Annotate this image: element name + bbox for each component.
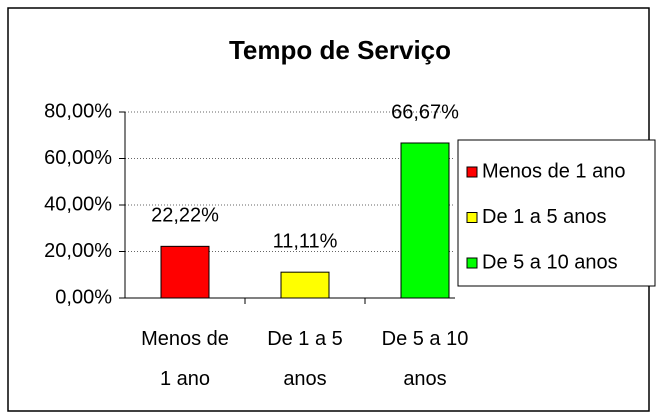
bar bbox=[160, 245, 210, 299]
y-tick-label: 20,00% bbox=[44, 240, 112, 262]
legend-label: De 1 a 5 anos bbox=[482, 206, 607, 228]
y-tick-label: 40,00% bbox=[44, 193, 112, 215]
x-tick-label: De 1 a 5 anos bbox=[267, 328, 343, 390]
legend-box bbox=[457, 139, 656, 287]
chart-title: Tempo de Serviço bbox=[229, 35, 451, 65]
y-tick-label: 60,00% bbox=[44, 147, 112, 169]
value-label: 22,22% bbox=[151, 205, 219, 227]
y-tick-label: 0,00% bbox=[55, 286, 112, 308]
bar bbox=[400, 142, 450, 299]
bar bbox=[280, 271, 330, 299]
legend-swatch bbox=[466, 257, 478, 269]
legend-swatch bbox=[466, 212, 478, 223]
value-label: 66,67% bbox=[391, 101, 459, 123]
legend-label: Menos de 1 ano bbox=[482, 160, 625, 182]
value-label: 11,11% bbox=[273, 230, 338, 252]
x-tick-label: Menos de 1 ano bbox=[141, 328, 229, 390]
x-tick-label: De 5 a 10 anos bbox=[381, 328, 469, 390]
legend-label: De 5 a 10 anos bbox=[482, 251, 618, 273]
legend-swatch bbox=[466, 166, 478, 178]
y-tick-label: 80,00% bbox=[44, 100, 112, 122]
